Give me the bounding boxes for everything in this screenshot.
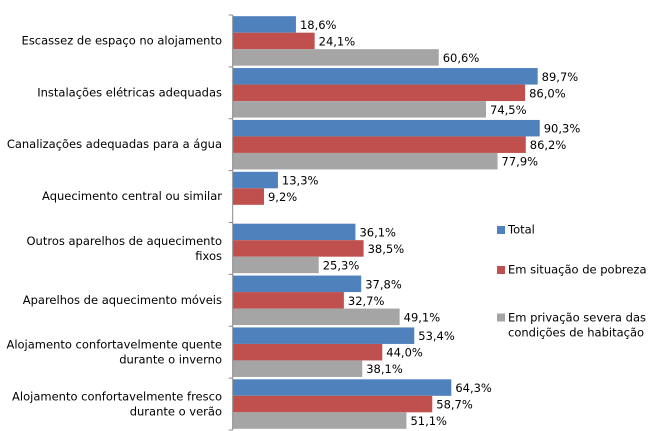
bar (232, 343, 383, 361)
value-label: 60,6% (443, 51, 480, 65)
value-label: 86,2% (530, 138, 567, 152)
value-label: 90,3% (544, 122, 581, 136)
bar (232, 68, 538, 85)
value-label: 49,1% (404, 310, 441, 324)
bar (232, 32, 315, 50)
value-label: 37,8% (365, 277, 402, 291)
bar (232, 223, 356, 241)
bar (232, 395, 433, 413)
value-label: 24,1% (319, 34, 356, 48)
y-tick-label: Outros aparelhos de aquecimento fixos (27, 233, 223, 262)
value-label: 32,7% (348, 294, 385, 308)
y-tick-label: Alojamento confortavelmente quente durant… (6, 337, 222, 366)
bar (232, 412, 407, 429)
value-label: 18,6% (300, 18, 337, 32)
value-label: 77,9% (502, 155, 539, 169)
y-tick-label: Instalações elétricas adequadas (37, 85, 222, 99)
y-tick-label: Canalizações adequadas para a água (7, 137, 222, 151)
value-label: 9,2% (268, 190, 297, 204)
bar (232, 240, 364, 257)
y-tick-label: Aquecimento central ou similar (42, 189, 222, 203)
bar (232, 256, 319, 274)
bar (232, 275, 362, 293)
value-label: 64,3% (455, 381, 492, 395)
bar (232, 16, 296, 33)
bar (232, 292, 344, 309)
value-label: 89,7% (542, 70, 579, 84)
y-tick-label: Alojamento confortavelmente fresco durant… (12, 389, 222, 418)
legend-swatch (497, 226, 505, 234)
legend-swatch (497, 313, 505, 322)
value-label: 53,4% (418, 329, 455, 343)
bar (232, 152, 498, 170)
bar (232, 327, 415, 344)
bar (232, 360, 363, 377)
value-label: 86,0% (529, 86, 566, 100)
bar (232, 188, 264, 205)
value-label: 38,1% (366, 362, 403, 376)
legend-label: Em situação de pobreza (508, 263, 647, 277)
bar (232, 49, 439, 66)
value-label: 44,0% (386, 346, 423, 360)
value-label: 74,5% (490, 103, 527, 117)
legend-swatch (497, 266, 505, 274)
value-label: 51,1% (410, 414, 447, 428)
value-label: 58,7% (436, 398, 473, 412)
y-tick-label: Escassez de espaço no alojamento (22, 33, 222, 47)
y-tick-label: Aparelhos de aquecimento móveis (23, 293, 222, 307)
bar (232, 84, 526, 102)
bar (232, 171, 278, 189)
value-label: 13,3% (282, 174, 319, 188)
value-label: 36,1% (359, 225, 396, 239)
value-label: 38,5% (368, 242, 405, 256)
legend-label: Em privação severa das condições de habit… (508, 310, 646, 339)
bar (232, 119, 540, 137)
bar (232, 308, 400, 326)
bar (232, 101, 486, 118)
bar (232, 136, 526, 153)
bar (232, 379, 452, 396)
legend-label: Total (507, 223, 535, 237)
value-label: 25,3% (323, 258, 360, 272)
